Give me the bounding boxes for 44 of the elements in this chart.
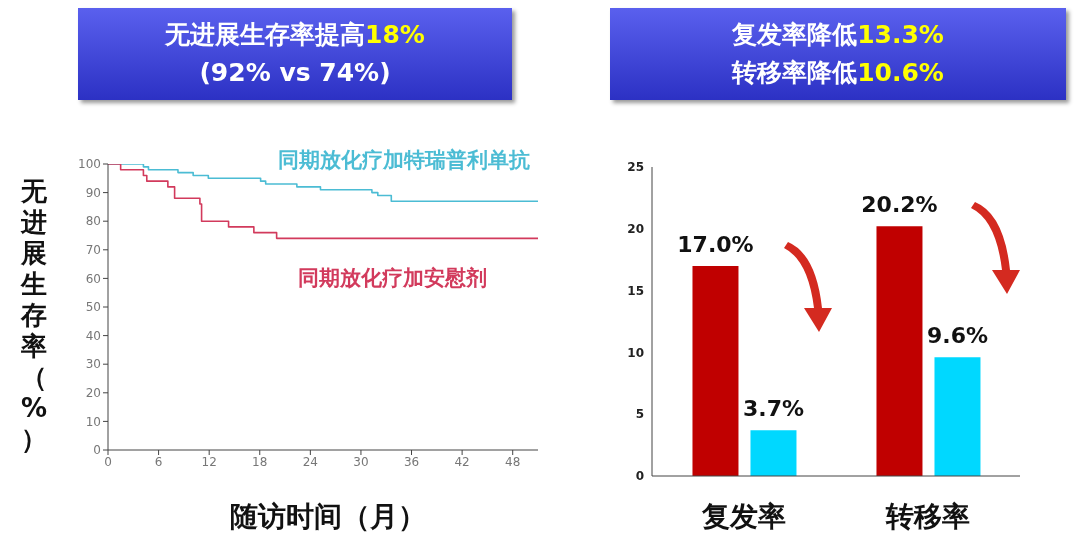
x-tick-label: 复发率 <box>701 499 786 533</box>
y-tick-label: 20 <box>627 222 644 237</box>
y-tick-label: 90 <box>85 185 101 200</box>
y-tick-label: 10 <box>85 414 101 429</box>
bar <box>934 357 981 476</box>
y-tick-label: 0 <box>635 469 644 484</box>
y-tick-label: 10 <box>627 345 644 360</box>
y-tick-label: 20 <box>85 386 101 401</box>
x-tick-label: 12 <box>201 454 217 469</box>
series-label: 同期放化疗加特瑞普利单抗 <box>278 147 530 174</box>
y-tick-label: 70 <box>85 243 101 258</box>
x-tick-label: 48 <box>505 454 521 469</box>
chart-subtitle: 转移率降低10.6% <box>732 58 944 87</box>
y-tick-label: 5 <box>635 407 644 422</box>
y-tick-label: 80 <box>85 214 101 229</box>
y-tick-label: 30 <box>85 357 101 372</box>
x-tick-label: 转移率 <box>885 499 970 533</box>
y-tick-label: 50 <box>85 300 101 315</box>
x-tick-label: 18 <box>252 454 268 469</box>
x-tick-label: 36 <box>403 454 420 469</box>
x-tick-label: 6 <box>154 454 163 469</box>
chart-title: 无进展生存率提高18% <box>165 20 425 49</box>
y-tick-label: 40 <box>85 328 101 343</box>
series-label: 同期放化疗加安慰剂 <box>298 265 487 292</box>
x-tick-label: 0 <box>104 454 112 469</box>
x-axis-title: 随访时间（月） <box>229 499 427 535</box>
chart-subtitle: (92% vs 74%) <box>199 58 391 87</box>
bar <box>750 430 797 476</box>
y-tick-label: 60 <box>85 271 101 286</box>
data-label: 20.2% <box>861 192 938 218</box>
bar <box>692 265 739 476</box>
data-label: 17.0% <box>677 231 754 257</box>
y-tick-label: 0 <box>93 443 101 458</box>
y-tick-label: 25 <box>627 160 644 175</box>
x-tick-label: 24 <box>302 454 318 469</box>
x-tick-label: 42 <box>454 454 470 469</box>
x-tick-label: 30 <box>353 454 369 469</box>
bar <box>876 226 923 476</box>
y-tick-label: 15 <box>627 283 644 298</box>
data-label: 3.7% <box>742 396 804 422</box>
chart-title: 复发率降低13.3% <box>732 20 944 49</box>
text: 无进展生存率（%） <box>20 176 48 454</box>
y-tick-label: 100 <box>78 157 101 172</box>
data-label: 9.6% <box>926 323 988 349</box>
